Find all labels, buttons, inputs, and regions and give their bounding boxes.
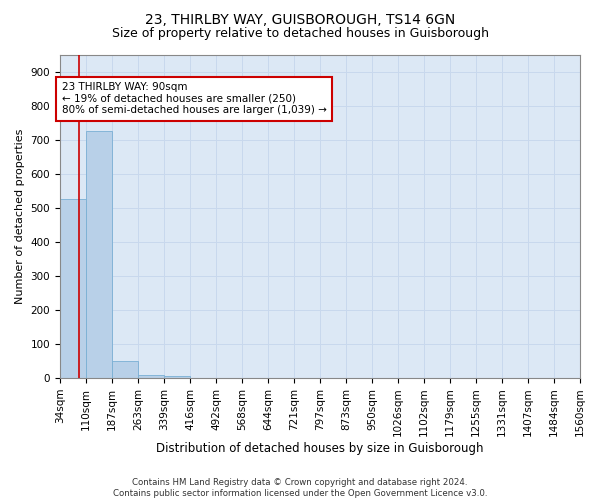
Text: Size of property relative to detached houses in Guisborough: Size of property relative to detached ho… (112, 28, 488, 40)
Text: 23, THIRLBY WAY, GUISBOROUGH, TS14 6GN: 23, THIRLBY WAY, GUISBOROUGH, TS14 6GN (145, 12, 455, 26)
X-axis label: Distribution of detached houses by size in Guisborough: Distribution of detached houses by size … (156, 442, 484, 455)
Bar (86, 131, 112, 378)
Bar (138, 374, 164, 378)
Bar (112, 361, 138, 378)
Text: 23 THIRLBY WAY: 90sqm
← 19% of detached houses are smaller (250)
80% of semi-det: 23 THIRLBY WAY: 90sqm ← 19% of detached … (62, 82, 326, 116)
Text: Contains HM Land Registry data © Crown copyright and database right 2024.
Contai: Contains HM Land Registry data © Crown c… (113, 478, 487, 498)
Bar (164, 376, 190, 378)
Y-axis label: Number of detached properties: Number of detached properties (15, 129, 25, 304)
Bar (60, 199, 86, 378)
